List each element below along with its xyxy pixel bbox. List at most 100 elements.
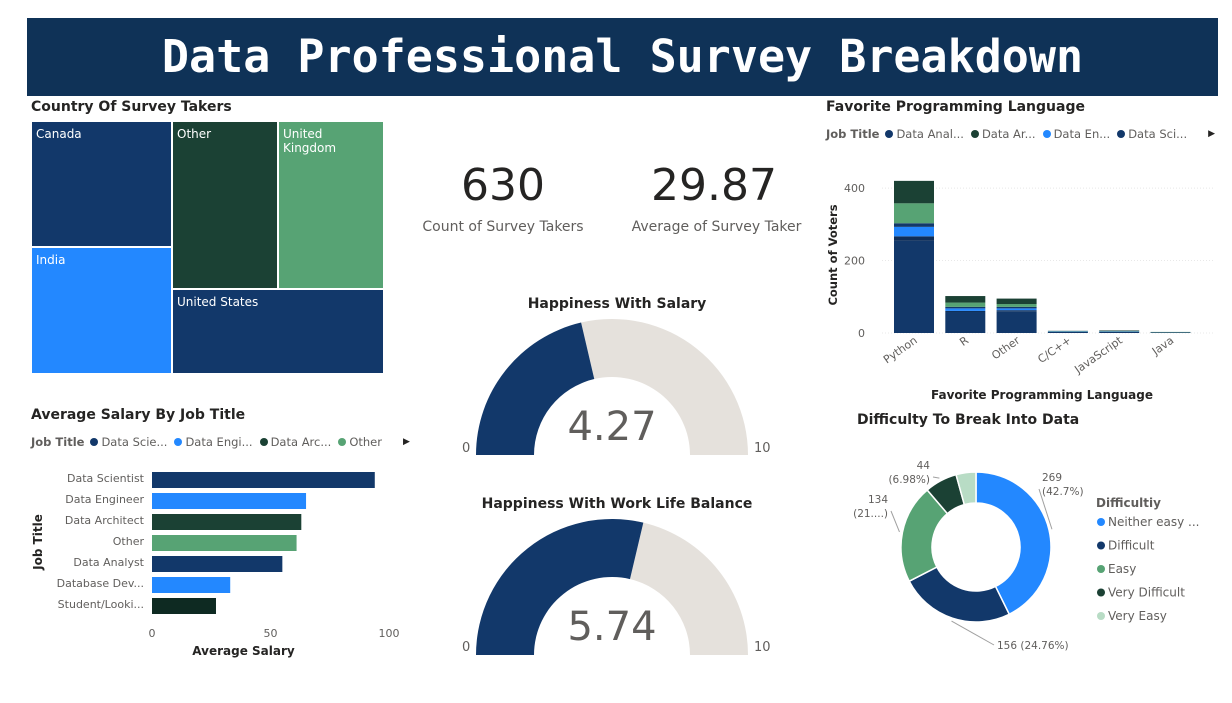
donut-legend-dot[interactable] <box>1097 565 1105 573</box>
x-tick-label: 50 <box>264 627 278 640</box>
legend-dot-icon <box>259 438 268 446</box>
legend-item[interactable]: Data Anal... <box>885 127 964 141</box>
x-tick-label: Other <box>989 334 1022 363</box>
language-bar-segment[interactable] <box>945 296 986 303</box>
y-tick-label: Data Analyst <box>73 556 144 569</box>
legend-item[interactable]: Data Arc... <box>259 435 332 449</box>
language-bar-segment[interactable] <box>894 223 934 227</box>
y-tick-label: Data Architect <box>65 514 145 527</box>
legend-label: Data En... <box>1053 127 1111 141</box>
language-bar-segment[interactable] <box>945 306 986 309</box>
donut-slice[interactable] <box>975 471 1052 616</box>
donut-slice[interactable] <box>955 471 977 506</box>
country-treemap[interactable]: Canada Other United Kingdom India United… <box>31 121 384 374</box>
gauge-salary-title: Happiness With Salary <box>527 296 707 312</box>
y-tick-label: Student/Looki... <box>58 598 144 611</box>
language-bar-segment[interactable] <box>945 311 986 333</box>
treemap-label: United States <box>177 295 259 309</box>
gauge-worklife-value: 5.74 <box>567 604 657 650</box>
page-title: Data Professional Survey Breakdown <box>161 30 1084 83</box>
language-bar-segment[interactable] <box>945 302 986 307</box>
donut-legend-label: Very Easy <box>1108 609 1167 623</box>
donut-leader-line <box>951 620 995 646</box>
kpi-average-value: 29.87 <box>651 160 777 211</box>
gauge-salary-min: 0 <box>462 441 471 456</box>
legend-next-arrow-icon[interactable]: ▶ <box>402 437 410 447</box>
treemap-cell-india[interactable]: India <box>31 247 172 374</box>
language-bar-segment[interactable] <box>894 203 934 224</box>
legend-item[interactable]: Data En... <box>1042 127 1111 141</box>
legend-title: Job Title <box>826 127 880 141</box>
legend-item[interactable]: Data Sci... <box>1117 127 1187 141</box>
salary-bar[interactable] <box>152 472 375 488</box>
language-bar-segment[interactable] <box>894 236 934 241</box>
gauge-salary[interactable] <box>470 312 755 462</box>
treemap-cell-other[interactable]: Other <box>172 121 278 289</box>
donut-data-label: 134 <box>868 494 888 506</box>
donut-legend-dot[interactable] <box>1097 518 1105 526</box>
treemap-cell-canada[interactable]: Canada <box>31 121 172 247</box>
legend-item[interactable]: Data Ar... <box>970 127 1036 141</box>
gauge-worklife[interactable] <box>470 512 755 662</box>
donut-legend-dot[interactable] <box>1097 541 1105 550</box>
donut-leader-line <box>1038 488 1053 530</box>
gauge-fill[interactable] <box>476 322 595 455</box>
legend-dot-icon <box>1117 130 1126 138</box>
difficulty-chart-title: Difficulty To Break Into Data <box>857 412 1080 428</box>
donut-legend-dot[interactable] <box>1097 612 1105 620</box>
language-bar-segment[interactable] <box>894 240 934 333</box>
legend-next-arrow-icon[interactable]: ▶ <box>1208 129 1216 139</box>
salary-bar[interactable] <box>152 577 231 593</box>
language-bar-segment[interactable] <box>996 311 1037 333</box>
x-axis-label: Average Salary <box>192 644 295 658</box>
salary-bar-chart[interactable]: Data Scientist Data Engineer Data Architec… <box>25 462 415 662</box>
y-tick-label: 400 <box>844 182 865 195</box>
treemap-cell-united-states[interactable]: United States <box>172 289 384 374</box>
language-bar-segment[interactable] <box>996 306 1037 309</box>
donut-data-label: 269 <box>1042 472 1062 484</box>
language-bar-segment[interactable] <box>945 308 986 311</box>
legend-dot-icon <box>1042 130 1051 138</box>
gauge-track[interactable] <box>581 319 748 455</box>
salary-bar[interactable] <box>152 514 302 530</box>
language-bar-segment[interactable] <box>1150 332 1191 333</box>
legend-item[interactable]: Data Scie... <box>90 435 167 449</box>
salary-bar[interactable] <box>152 556 283 572</box>
legend-item[interactable]: Data Engi... <box>174 435 253 449</box>
donut-legend-label: Very Difficult <box>1108 586 1185 600</box>
language-bar-segment[interactable] <box>996 298 1037 305</box>
treemap-cell-united-kingdom[interactable]: United Kingdom <box>278 121 384 289</box>
donut-data-label: 156 (24.76%) <box>997 640 1069 652</box>
gauge-fill[interactable] <box>476 519 644 655</box>
legend-dot-icon <box>174 438 183 446</box>
language-bar-segment[interactable] <box>1099 330 1140 332</box>
salary-bar[interactable] <box>152 493 307 509</box>
y-tick-label: 200 <box>844 255 865 268</box>
language-bar-segment[interactable] <box>894 180 934 204</box>
language-bar-segment[interactable] <box>996 304 1037 307</box>
language-legend: Job Title Data Anal... Data Ar... Data E… <box>826 127 1215 141</box>
language-bar-segment[interactable] <box>1099 331 1140 333</box>
salary-bar[interactable] <box>152 535 297 551</box>
language-bar-segment[interactable] <box>894 226 934 237</box>
difficulty-donut-chart[interactable]: 269 (42.7%) 156 (24.76%) 134 (21....) 44 (6.98… <box>840 440 1220 680</box>
language-bar-segment[interactable] <box>996 310 1037 312</box>
x-tick-label: 0 <box>149 627 156 640</box>
legend-label: Data Arc... <box>270 435 332 449</box>
language-chart-title: Favorite Programming Language <box>826 99 1085 115</box>
gauge-salary-value: 4.27 <box>567 404 657 450</box>
language-bar-segment[interactable] <box>996 308 1037 311</box>
donut-slice[interactable] <box>908 566 1011 623</box>
donut-legend-title: Difficultiy <box>1096 496 1161 510</box>
donut-legend-dot[interactable] <box>1097 588 1105 597</box>
language-stacked-bar-chart[interactable]: 0 200 400 Python R Other C/C++JavaScript Java Fa… <box>820 150 1220 410</box>
language-bar-segment[interactable] <box>1047 331 1088 333</box>
legend-label: Data Scie... <box>101 435 168 449</box>
legend-label: Other <box>349 435 382 449</box>
language-bar-segment[interactable] <box>945 310 986 312</box>
x-axis-label: Favorite Programming Language <box>931 388 1153 402</box>
gauge-track[interactable] <box>629 522 748 655</box>
salary-bar[interactable] <box>152 598 216 614</box>
legend-item[interactable]: Other <box>338 435 382 449</box>
legend-dot-icon <box>970 130 979 138</box>
